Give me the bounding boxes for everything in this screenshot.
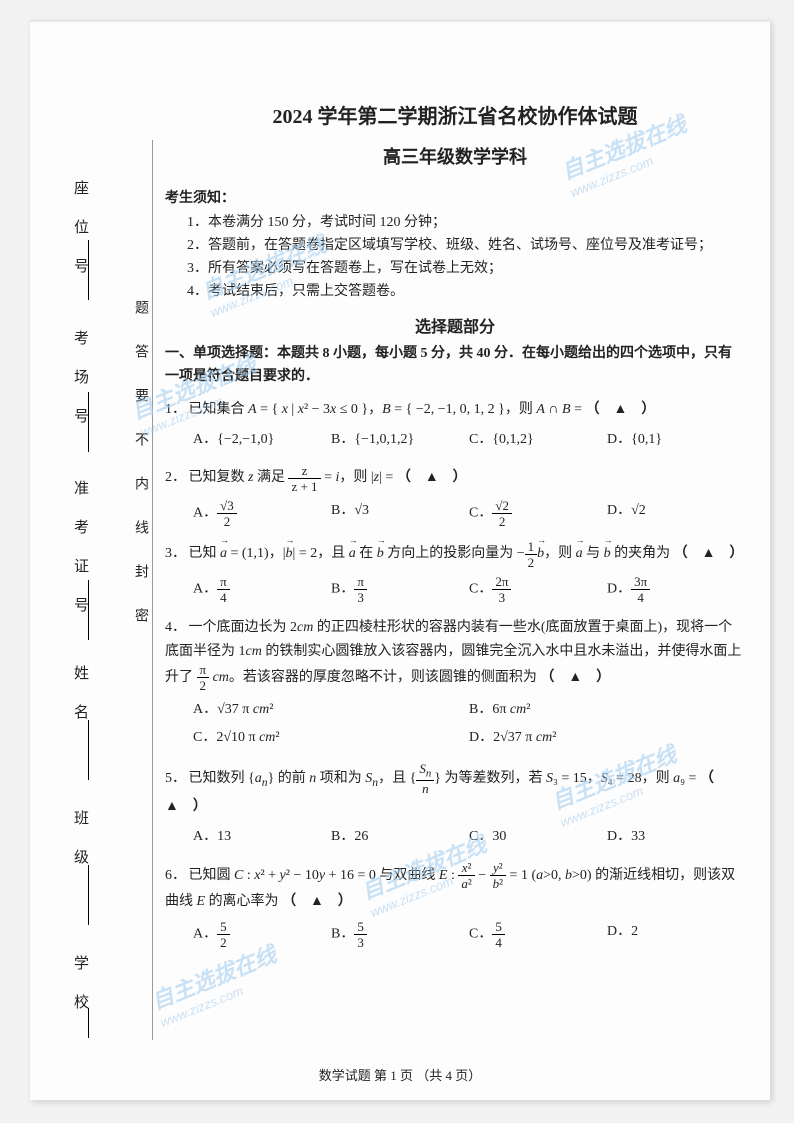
q-stem: 已知集合 A = { x | x² − 3x ≤ 0 }，B = { −2, −…: [189, 402, 656, 417]
opt-a: A．13: [193, 823, 331, 851]
blank: （ ▲ ）: [674, 546, 744, 561]
opt-d: D．3π4: [607, 573, 745, 606]
rule: [88, 865, 89, 925]
rule: [88, 1008, 89, 1038]
rule: [88, 392, 89, 452]
q-num: 2．: [165, 466, 185, 490]
opt-d: D．{0,1}: [607, 426, 745, 454]
opt-c: C．2√10 π cm²: [193, 724, 469, 752]
opt-c: C．30: [469, 823, 607, 851]
opt-b: B．6π cm²: [469, 696, 745, 724]
q4-options: A．√37 π cm² B．6π cm² C．2√10 π cm² D．2√37…: [193, 696, 745, 752]
question-4: 4． 一个底面边长为 2cm 的正四棱柱形状的容器内装有一些水(底面放置于桌面上…: [165, 616, 745, 752]
q3-options: A．π4 B．π3 C．2π3 D．3π4: [193, 573, 745, 606]
opt-b: B．53: [331, 918, 469, 951]
notice-list: 1．本卷满分 150 分，考试时间 120 分钟； 2．答题前，在答题卷指定区域…: [187, 211, 745, 303]
opt-a: A．{−2,−1,0}: [193, 426, 331, 454]
rule: [88, 720, 89, 780]
opt-a: A．√37 π cm²: [193, 696, 469, 724]
opt-d: D．√2: [607, 497, 745, 530]
q-stem: 已知数列 {an} 的前 n 项和为 Sn，且 {Snn} 为等差数列，若 S₃…: [165, 771, 728, 814]
opt-d: D．33: [607, 823, 745, 851]
page-footer: 数学试题 第 1 页 （共 4 页）: [30, 1065, 770, 1084]
question-6: 6． 已知圆 C : x² + y² − 10y + 16 = 0 与双曲线 E…: [165, 861, 745, 951]
q-stem: 已知 a = (1,1)，|b| = 2，且 a 在 b 方向上的投影向量为 −…: [189, 546, 744, 561]
q-stem: 已知复数 z 满足 zz + 1 = i，则 |z| = （ ▲ ）: [189, 470, 467, 485]
q5-options: A．13 B．26 C．30 D．33: [193, 823, 745, 851]
blank: （ ▲ ）: [282, 894, 352, 909]
opt-a: A．√32: [193, 497, 331, 530]
opt-c: C．√22: [469, 497, 607, 530]
opt-d: D．2: [607, 918, 745, 951]
notice-head: 考生须知：: [165, 187, 745, 207]
notice-item: 2．答题前，在答题卷指定区域填写学校、班级、姓名、试场号、座位号及准考证号；: [187, 234, 745, 257]
blank: （ ▲ ）: [586, 402, 656, 417]
q6-options: A．52 B．53 C．54 D．2: [193, 918, 745, 951]
q-stem: 一个底面边长为 2cm 的正四棱柱形状的容器内装有一些水(底面放置于桌面上)，现…: [165, 620, 741, 685]
shadow: [30, 20, 770, 23]
opt-a: A．π4: [193, 573, 331, 606]
notice-item: 1．本卷满分 150 分，考试时间 120 分钟；: [187, 211, 745, 234]
opt-a: A．52: [193, 918, 331, 951]
q-stem: 已知圆 C : x² + y² − 10y + 16 = 0 与双曲线 E : …: [165, 868, 735, 909]
binding-vertical-rule: [152, 140, 153, 1040]
opt-c: C．54: [469, 918, 607, 951]
blank: （ ▲ ）: [165, 771, 728, 814]
rule: [88, 580, 89, 640]
question-3: 3． 已知 a = (1,1)，|b| = 2，且 a 在 b 方向上的投影向量…: [165, 540, 745, 606]
exam-page: 座位号 考场号 准考证号 姓名 班级 学校 题答要不内线封密 2024 学年第二…: [30, 20, 770, 1100]
blank: （ ▲ ）: [540, 670, 610, 685]
opt-b: B．√3: [331, 497, 469, 530]
section-head: 选择题部分: [165, 313, 745, 337]
opt-d: D．2√37 π cm²: [469, 724, 745, 752]
opt-b: B．π3: [331, 573, 469, 606]
question-2: 2． 已知复数 z 满足 zz + 1 = i，则 |z| = （ ▲ ） A．…: [165, 464, 745, 530]
opt-b: B．{−1,0,1,2}: [331, 426, 469, 454]
blank: （ ▲ ）: [397, 470, 467, 485]
q-num: 1．: [165, 398, 185, 422]
frac-n: z: [288, 464, 320, 479]
question-5: 5． 已知数列 {an} 的前 n 项和为 Sn，且 {Snn} 为等差数列，若…: [165, 762, 745, 851]
content-area: 2024 学年第二学期浙江省名校协作体试题 高三年级数学学科 考生须知： 1．本…: [165, 100, 745, 955]
rule: [88, 240, 89, 300]
q-num: 3．: [165, 542, 185, 566]
q-num: 6．: [165, 864, 185, 888]
q-num: 4．: [165, 616, 185, 640]
part1-instructions: 一、单项选择题：本题共 8 小题，每小题 5 分，共 40 分．在每小题给出的四…: [165, 343, 745, 388]
q-num: 5．: [165, 767, 185, 791]
exam-title: 2024 学年第二学期浙江省名校协作体试题: [165, 100, 745, 129]
opt-c: C．{0,1,2}: [469, 426, 607, 454]
question-1: 1． 已知集合 A = { x | x² − 3x ≤ 0 }，B = { −2…: [165, 398, 745, 454]
q1-options: A．{−2,−1,0} B．{−1,0,1,2} C．{0,1,2} D．{0,…: [193, 426, 745, 454]
binding-column: 座位号 考场号 准考证号 姓名 班级 学校 题答要不内线封密: [70, 160, 150, 1040]
notice-item: 4．考试结束后，只需上交答题卷。: [187, 280, 745, 303]
frac-d: z + 1: [288, 479, 320, 493]
exam-subtitle: 高三年级数学学科: [165, 143, 745, 169]
opt-c: C．2π3: [469, 573, 607, 606]
q2-options: A．√32 B．√3 C．√22 D．√2: [193, 497, 745, 530]
seal-words: 题答要不内线封密: [130, 300, 150, 652]
notice-item: 3．所有答案必须写在答题卷上，写在试卷上无效；: [187, 257, 745, 280]
opt-b: B．26: [331, 823, 469, 851]
